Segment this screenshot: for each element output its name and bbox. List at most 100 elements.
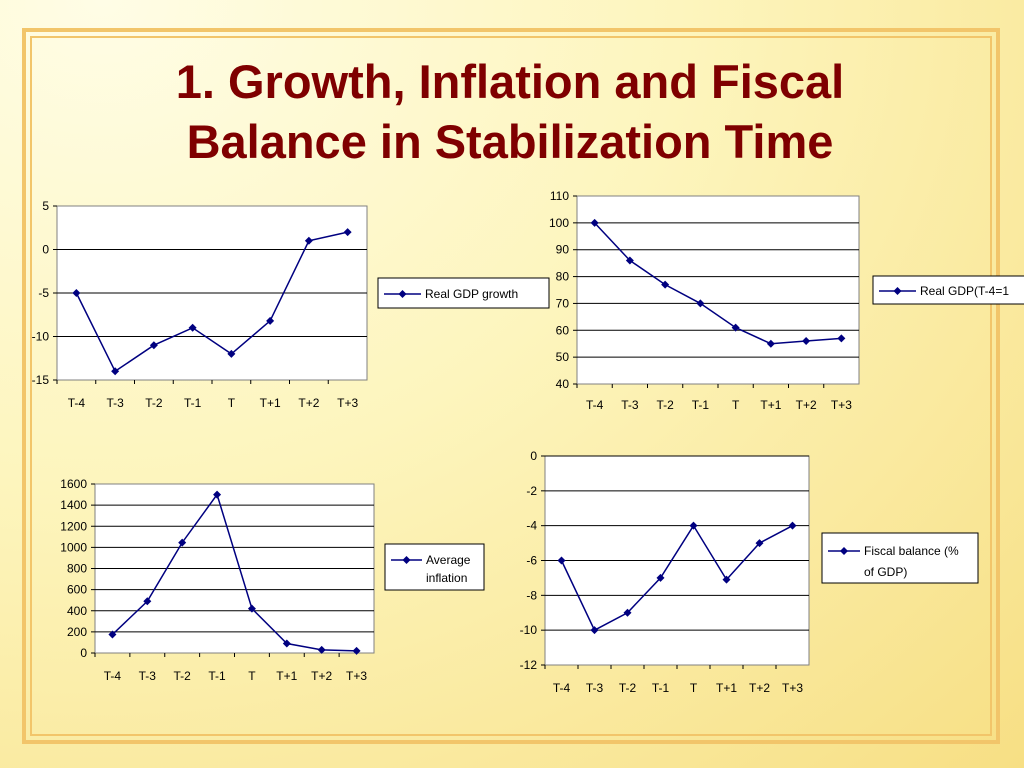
- legend-label-line-2: of GDP): [864, 565, 907, 579]
- data-point-marker: [689, 521, 698, 530]
- x-tick-label: T+3: [337, 396, 358, 410]
- x-tick-label: T-4: [104, 669, 122, 683]
- data-point-marker: [188, 323, 197, 332]
- x-tick-label: T+2: [311, 669, 332, 683]
- data-point-marker: [802, 337, 811, 346]
- x-tick-label: T-3: [139, 669, 157, 683]
- y-tick-label: 0: [80, 646, 87, 660]
- y-tick-label: 50: [556, 350, 570, 364]
- x-tick-label: T+1: [716, 681, 737, 695]
- y-tick-label: -10: [32, 330, 50, 344]
- data-point-marker: [178, 538, 187, 547]
- series-line: [560, 524, 793, 632]
- legend-label: Fiscal balance (% of GDP): [864, 544, 959, 579]
- legend-marker: [840, 547, 848, 555]
- x-tick-label: T+3: [782, 681, 803, 695]
- data-point-marker: [731, 323, 740, 332]
- data-point-marker: [227, 349, 236, 358]
- data-point-marker: [304, 236, 313, 245]
- data-point-marker: [317, 645, 326, 654]
- slide-border-outer: [22, 28, 1000, 744]
- x-tick-label: T: [248, 669, 256, 683]
- data-point-marker: [352, 646, 361, 655]
- x-tick-label: T: [732, 398, 740, 412]
- y-tick-label: 110: [550, 189, 569, 203]
- data-point-marker: [213, 490, 222, 499]
- legend: Fiscal balance (% of GDP): [821, 532, 979, 584]
- x-tick-label: T-2: [619, 681, 637, 695]
- y-tick-label: 1400: [60, 498, 87, 512]
- x-tick-label: T+1: [276, 669, 297, 683]
- data-point-marker: [590, 626, 599, 635]
- y-tick-label: 5: [42, 199, 49, 213]
- y-tick-label: 1600: [60, 477, 87, 491]
- y-tick-label: 60: [556, 323, 570, 337]
- x-tick-label: T-4: [586, 398, 604, 412]
- y-tick-label: 400: [67, 604, 87, 618]
- data-point-marker: [722, 575, 731, 584]
- legend-box: [377, 277, 550, 309]
- x-tick-label: T+3: [346, 669, 367, 683]
- y-tick-label: 90: [556, 243, 570, 257]
- data-point-marker: [590, 218, 599, 227]
- y-tick-label: 800: [67, 562, 87, 576]
- y-tick-label: 200: [67, 625, 87, 639]
- data-point-marker: [72, 289, 81, 297]
- legend-box: [384, 543, 485, 591]
- data-point-marker: [696, 299, 705, 308]
- slide-title: 1. Growth, Inflation and Fiscal Balance …: [30, 52, 990, 172]
- chart-1: 5 0 -5 -10 -15 T-4 T-3 T-2 T-1 T T+1 T+2 T+3 Real GDP…: [32, 199, 550, 410]
- x-tick-label: T-2: [145, 396, 163, 410]
- legend-label: Real GDP growth: [425, 287, 518, 301]
- x-tick-label: T+2: [796, 398, 817, 412]
- x-tick-label: T+3: [831, 398, 852, 412]
- data-point-marker: [625, 256, 634, 265]
- data-point-marker: [766, 339, 775, 348]
- data-point-marker: [656, 573, 665, 582]
- x-tick-label: T-4: [68, 396, 86, 410]
- x-tick-label: T+1: [760, 398, 781, 412]
- x-tick-label: T-4: [553, 681, 571, 695]
- series-line: [111, 492, 357, 652]
- legend: Real GDP growth: [377, 277, 550, 309]
- data-point-marker: [343, 228, 352, 237]
- data-point-marker: [557, 556, 566, 565]
- x-tick-label: T-2: [656, 398, 674, 412]
- data-point-marker: [661, 280, 670, 289]
- data-point-marker: [266, 316, 275, 325]
- legend-marker: [398, 290, 407, 298]
- data-point-marker: [143, 597, 152, 606]
- slide-title-line-1: 1. Growth, Inflation and Fiscal: [175, 55, 845, 108]
- legend-marker: [402, 556, 411, 564]
- y-tick-label: -2: [526, 484, 537, 498]
- legend-marker: [893, 287, 902, 295]
- x-tick-label: T+2: [298, 396, 319, 410]
- x-tick-label: T-2: [174, 669, 192, 683]
- legend: Average inflation: [384, 543, 485, 591]
- data-point-marker: [788, 521, 797, 530]
- x-tick-label: T-3: [586, 681, 604, 695]
- data-point-marker: [282, 639, 291, 648]
- y-tick-label: 0: [42, 243, 49, 257]
- x-tick-label: T+2: [749, 681, 770, 695]
- legend-label-line-1: Fiscal balance (%: [864, 544, 959, 558]
- chart-3: 1600 1400 1200 1000 800 600 400 200 0 T-4 T-3 T-2 T-…: [60, 477, 485, 683]
- legend-box: [821, 532, 979, 584]
- x-tick-label: T-1: [208, 669, 226, 683]
- y-tick-label: 100: [549, 216, 569, 230]
- slide-title-line-2: Balance in Stabilization Time: [186, 115, 834, 168]
- y-tick-label: -5: [38, 286, 49, 300]
- x-tick-label: T-1: [692, 398, 710, 412]
- legend: Real GDP(T-4=1: [872, 275, 1024, 305]
- data-point-marker: [247, 604, 256, 613]
- data-point-marker: [108, 630, 117, 639]
- series-line: [594, 222, 842, 345]
- x-tick-label: T-3: [621, 398, 639, 412]
- legend-label-line-1: Average: [426, 553, 471, 567]
- y-tick-label: -10: [520, 623, 538, 637]
- series-line: [75, 231, 348, 373]
- x-tick-label: T-1: [652, 681, 670, 695]
- legend-label: Real GDP(T-4=1: [920, 284, 1009, 298]
- chart-4: 0 -2 -4 -6 -8 -10 -12 T-4 T-3 T-2 T-1 T T+1 T+2 T+3 Fis…: [520, 449, 979, 695]
